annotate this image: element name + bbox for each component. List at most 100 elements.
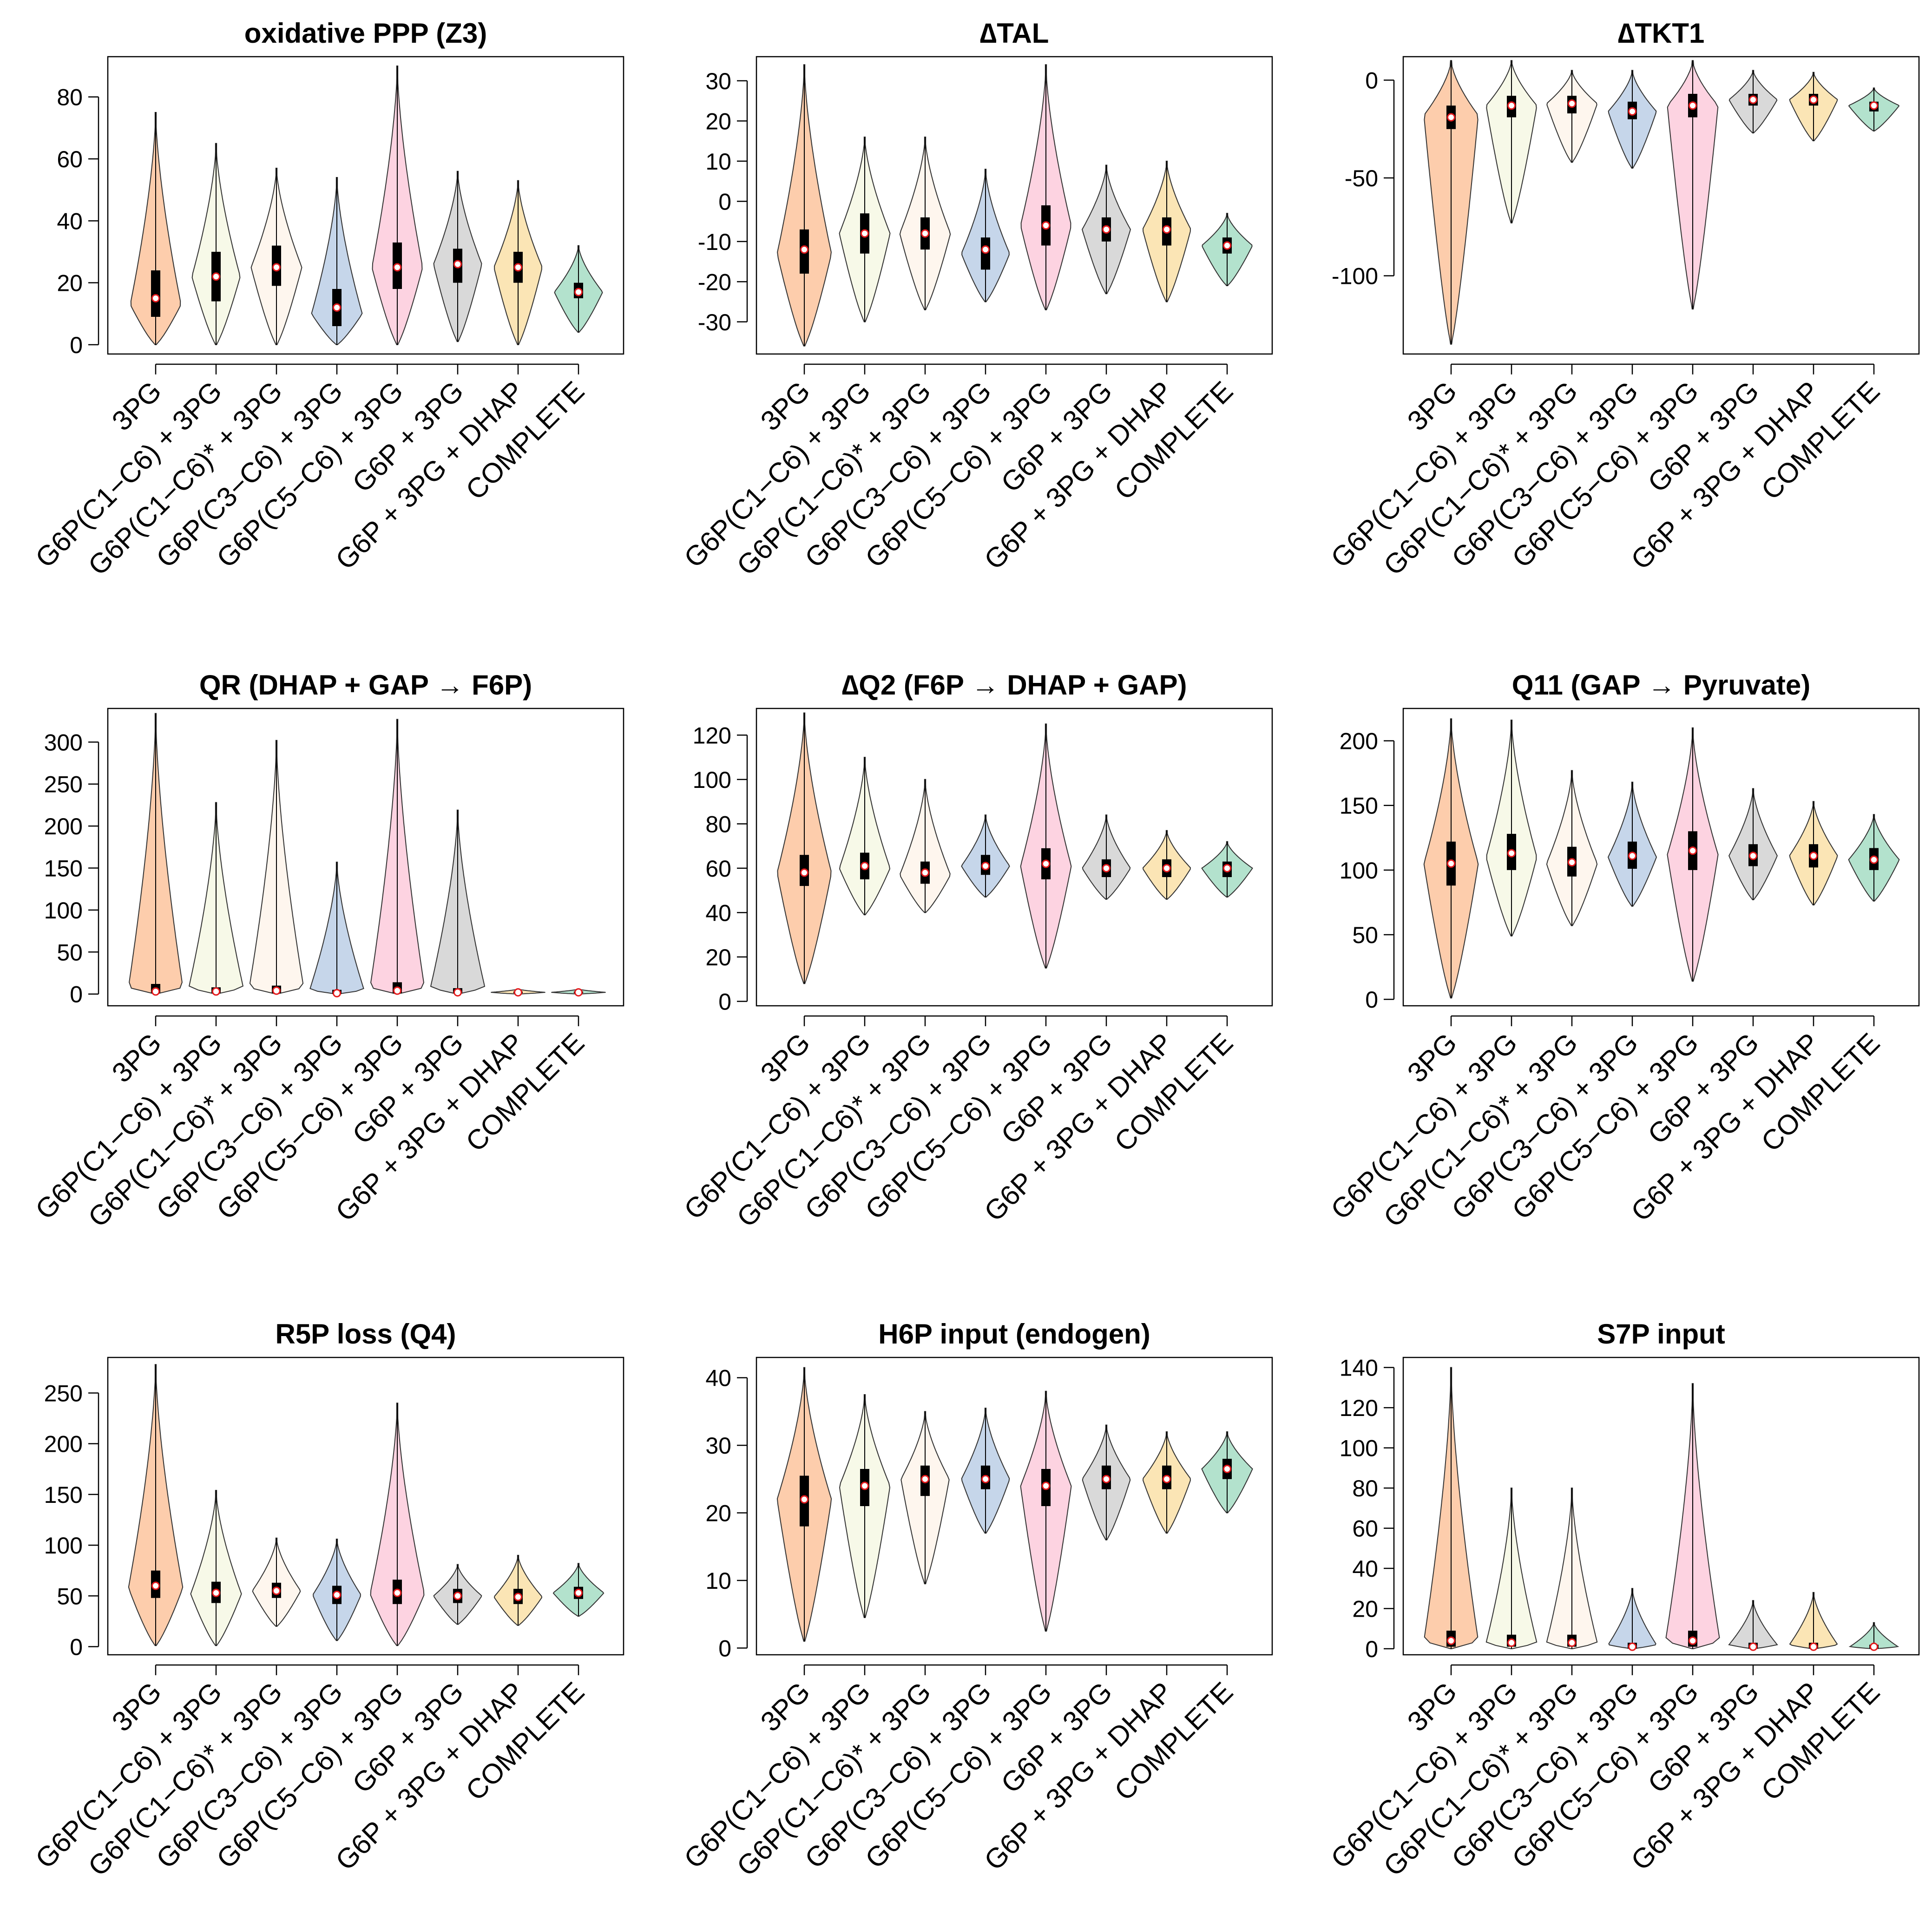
- chart-title: H6P input (endogen): [878, 1318, 1150, 1350]
- chart-title: ∆TKT1: [1618, 18, 1705, 49]
- y-tick-label: -100: [1332, 263, 1378, 289]
- median-point: [1809, 852, 1818, 860]
- plot-frame: [756, 1357, 1273, 1656]
- y-tick-label: 30: [705, 68, 731, 94]
- median-point: [1749, 852, 1757, 860]
- median-point: [921, 229, 929, 238]
- median-point: [1628, 852, 1636, 860]
- y-tick-label: 10: [705, 1568, 731, 1594]
- y-tick-label: 100: [1340, 1436, 1378, 1462]
- plot-frame: [756, 56, 1273, 355]
- y-tick-label: 120: [693, 722, 731, 748]
- median-point: [800, 868, 808, 877]
- median-point: [272, 986, 281, 995]
- median-point: [861, 862, 869, 871]
- y-tick-label: 10: [705, 149, 731, 175]
- y-tick-label: 60: [705, 856, 731, 882]
- chart-title: Q11 (GAP → Pyruvate): [1512, 669, 1810, 701]
- median-point: [1163, 864, 1171, 872]
- y-tick-label: 200: [44, 1431, 83, 1457]
- median-point: [800, 245, 808, 254]
- median-point: [921, 868, 929, 877]
- y-tick-label: 250: [44, 772, 83, 798]
- median-point: [1749, 95, 1757, 104]
- median-point: [212, 987, 220, 996]
- median-point: [1507, 101, 1516, 110]
- plot-frame: [1402, 708, 1920, 1007]
- y-tick-label: 120: [1340, 1395, 1378, 1421]
- chart-panel: QR (DHAP + GAP → F6P)0501001502002503003…: [29, 669, 624, 1233]
- median-point: [151, 987, 160, 996]
- y-tick-label: -20: [698, 269, 731, 295]
- median-point: [453, 1592, 462, 1600]
- y-tick-label: 60: [57, 146, 83, 172]
- y-tick-label: -50: [1345, 165, 1378, 191]
- median-point: [1507, 849, 1516, 858]
- median-point: [1447, 113, 1455, 122]
- median-point: [1042, 1481, 1050, 1490]
- y-tick-label: 100: [1340, 858, 1378, 884]
- median-point: [333, 303, 341, 312]
- chart-title: R5P loss (Q4): [275, 1318, 456, 1350]
- median-point: [1102, 864, 1111, 872]
- chart-panel: ∆Q2 (F6P → DHAP + GAP)0204060801001203PG…: [678, 669, 1273, 1233]
- y-tick-label: 300: [44, 729, 83, 755]
- median-point: [861, 1481, 869, 1490]
- y-tick-label: 150: [44, 1482, 83, 1508]
- median-point: [981, 862, 990, 871]
- median-point: [574, 288, 583, 296]
- median-point: [1749, 1642, 1757, 1651]
- median-point: [453, 988, 462, 997]
- y-tick-label: 140: [1340, 1355, 1378, 1381]
- median-point: [1809, 95, 1818, 104]
- y-tick-label: -30: [698, 309, 731, 335]
- plot-frame: [107, 1357, 624, 1656]
- median-point: [453, 260, 462, 269]
- y-tick-label: 200: [1340, 728, 1378, 754]
- median-point: [393, 1588, 401, 1597]
- median-point: [981, 245, 990, 254]
- median-point: [272, 1586, 281, 1595]
- median-point: [151, 294, 160, 302]
- median-point: [1689, 846, 1697, 855]
- chart-title: oxidative PPP (Z3): [244, 18, 487, 49]
- y-tick-label: 20: [705, 944, 731, 970]
- y-tick-label: 0: [1365, 1636, 1378, 1662]
- y-tick-label: 100: [44, 1533, 83, 1559]
- chart-panel: oxidative PPP (Z3)0204060803PGG6P(C1−C6)…: [29, 18, 624, 581]
- median-point: [1689, 101, 1697, 110]
- y-tick-label: -10: [698, 229, 731, 255]
- y-tick-label: 20: [57, 270, 83, 296]
- chart-title: S7P input: [1597, 1318, 1725, 1350]
- y-tick-label: 0: [70, 982, 83, 1008]
- median-point: [574, 988, 583, 997]
- median-point: [212, 272, 220, 281]
- median-point: [1870, 855, 1878, 864]
- chart-title: QR (DHAP + GAP → F6P): [199, 669, 532, 701]
- median-point: [921, 1475, 929, 1483]
- y-tick-label: 150: [44, 856, 83, 882]
- median-point: [333, 989, 341, 997]
- y-tick-label: 40: [705, 900, 731, 926]
- plot-frame: [107, 56, 624, 355]
- chart-panel: R5P loss (Q4)0501001502002503PGG6P(C1−C6…: [29, 1318, 624, 1882]
- median-point: [981, 1475, 990, 1483]
- median-point: [1223, 241, 1231, 250]
- median-point: [1223, 864, 1231, 872]
- y-tick-label: 150: [1340, 793, 1378, 819]
- y-tick-label: 80: [57, 85, 83, 111]
- y-tick-label: 30: [705, 1433, 731, 1459]
- chart-panel: Q11 (GAP → Pyruvate)0501001502003PGG6P(C…: [1325, 669, 1920, 1233]
- y-tick-label: 40: [705, 1365, 731, 1391]
- median-point: [1809, 1642, 1818, 1651]
- y-tick-label: 20: [1352, 1596, 1378, 1622]
- plot-frame: [107, 708, 624, 1007]
- chart-panel: S7P input0204060801001201403PGG6P(C1−C6)…: [1325, 1318, 1920, 1882]
- y-tick-label: 50: [57, 939, 83, 965]
- median-point: [1568, 99, 1576, 108]
- median-point: [1447, 1636, 1455, 1645]
- median-point: [1042, 221, 1050, 230]
- iqr-box: [151, 270, 160, 317]
- y-tick-label: 100: [693, 767, 731, 793]
